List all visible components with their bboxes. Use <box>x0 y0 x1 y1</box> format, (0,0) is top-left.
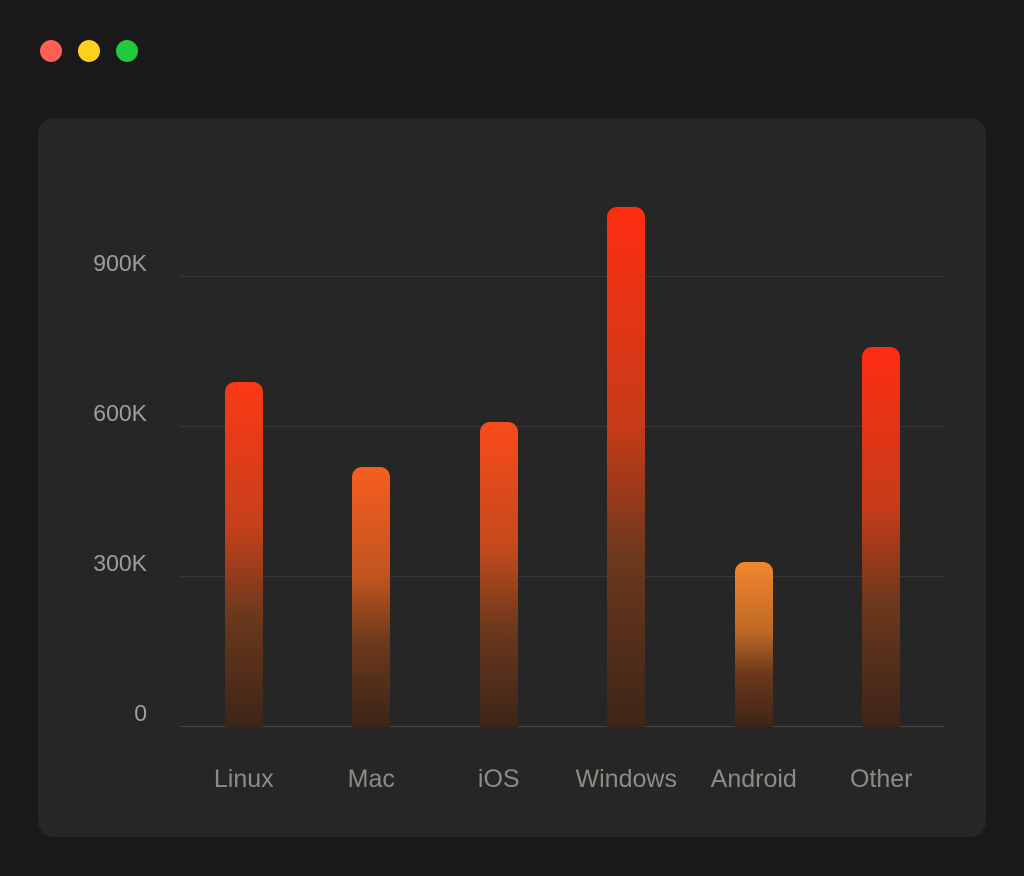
bar-slot-mac <box>308 167 436 727</box>
bar-android <box>734 562 773 727</box>
bar-linux <box>224 382 263 727</box>
bar-windows <box>607 207 646 727</box>
y-axis-labels: 0 300K 600K 900K <box>38 167 147 727</box>
x-category-label-android: Android <box>710 765 797 793</box>
y-tick-label-600K: 600K <box>93 400 147 426</box>
y-tick-label-300K: 300K <box>93 550 147 576</box>
x-category-label-linux: Linux <box>213 765 274 793</box>
plot-area <box>180 167 945 727</box>
x-axis-labels: Linux Mac iOS Windows Android Other <box>180 763 945 795</box>
chart-card: 0 300K 600K 900K Linux Mac iOS Windows Android O… <box>38 118 986 837</box>
window-zoom-button[interactable] <box>116 40 138 62</box>
x-axis-line <box>180 726 945 727</box>
bar-slot-linux <box>180 167 308 727</box>
x-category-label-other: Other <box>849 765 913 793</box>
bar-other <box>862 347 901 727</box>
window-titlebar <box>40 40 138 62</box>
bars-layer <box>180 167 945 727</box>
bar-slot-other <box>818 167 946 727</box>
x-category-label-mac: Mac <box>347 765 395 793</box>
gridline-600K <box>180 426 945 427</box>
bar-slot-ios <box>435 167 563 727</box>
bar-ios <box>479 422 518 727</box>
bar-slot-windows <box>563 167 691 727</box>
gridlines-layer <box>180 167 945 727</box>
x-category-label-ios: iOS <box>477 765 520 793</box>
window-close-button[interactable] <box>40 40 62 62</box>
bar-slot-android <box>690 167 818 727</box>
gridline-300K <box>180 576 945 577</box>
y-tick-label-900K: 900K <box>93 250 147 276</box>
gridline-900K <box>180 276 945 277</box>
window-minimize-button[interactable] <box>78 40 100 62</box>
bar-mac <box>352 467 391 727</box>
x-category-label-windows: Windows <box>575 765 677 793</box>
y-tick-label-0: 0 <box>134 700 147 726</box>
